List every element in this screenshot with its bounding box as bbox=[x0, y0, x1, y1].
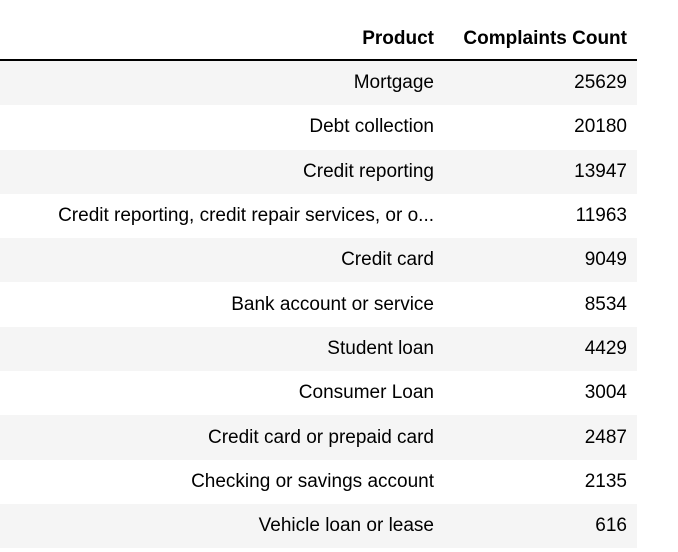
table-row: Credit reporting 13947 bbox=[0, 149, 637, 194]
table-row: Checking or savings account 2135 bbox=[0, 460, 637, 504]
table-row: Credit reporting, credit repair services… bbox=[0, 194, 637, 238]
table-row: Credit card or prepaid card 2487 bbox=[0, 415, 637, 460]
table-row: Bank account or service 8534 bbox=[0, 282, 637, 326]
product-cell: Consumer Loan bbox=[298, 382, 434, 404]
complaints-table: Product Complaints Count Mortgage 25629 … bbox=[0, 18, 637, 549]
product-cell: Credit card or prepaid card bbox=[208, 426, 434, 448]
count-cell: 13947 bbox=[574, 160, 627, 182]
product-cell: Credit card bbox=[341, 249, 434, 271]
count-cell: 8534 bbox=[584, 293, 627, 315]
product-cell: Debt collection bbox=[309, 116, 434, 138]
count-cell: 2487 bbox=[584, 426, 627, 448]
count-cell: 25629 bbox=[574, 72, 627, 94]
count-cell: 9049 bbox=[584, 249, 627, 271]
count-cell: 3004 bbox=[584, 382, 627, 404]
header-product: Product bbox=[362, 27, 434, 49]
table-header: Product Complaints Count bbox=[0, 18, 637, 61]
count-cell: 20180 bbox=[574, 116, 627, 138]
count-cell: 11963 bbox=[575, 205, 627, 227]
product-cell: Bank account or service bbox=[231, 293, 434, 315]
count-cell: 4429 bbox=[584, 337, 627, 359]
table-row: Debt collection 20180 bbox=[0, 105, 637, 149]
product-cell: Vehicle loan or lease bbox=[258, 515, 434, 537]
table-row: Student loan 4429 bbox=[0, 326, 637, 372]
product-cell: Credit reporting bbox=[303, 160, 434, 182]
table-row: Mortgage 25629 bbox=[0, 61, 637, 106]
product-cell: Credit reporting, credit repair services… bbox=[58, 205, 434, 227]
count-cell: 2135 bbox=[584, 470, 627, 492]
product-cell: Mortgage bbox=[353, 72, 434, 94]
table-row: Credit card 9049 bbox=[0, 238, 637, 283]
count-cell: 616 bbox=[595, 515, 627, 537]
header-complaints-count: Complaints Count bbox=[463, 27, 627, 49]
table-row: Vehicle loan or lease 616 bbox=[0, 503, 637, 549]
product-cell: Student loan bbox=[327, 337, 434, 359]
table-body: Mortgage 25629 Debt collection 20180 Cre… bbox=[0, 61, 637, 549]
table-row: Consumer Loan 3004 bbox=[0, 371, 637, 415]
product-cell: Checking or savings account bbox=[191, 470, 434, 492]
